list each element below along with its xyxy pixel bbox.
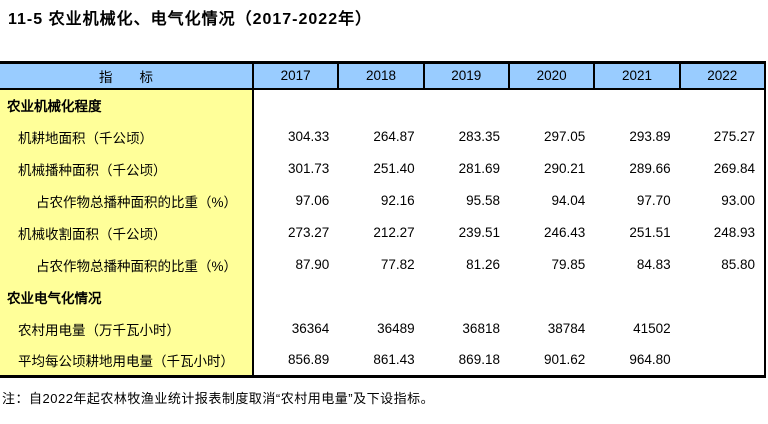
cell-value: 77.82 [380,257,415,272]
cell-value: 79.85 [551,257,586,272]
row-label: 占农作物总播种面积的比重（%） [0,248,254,281]
year-column-header: 2018 [337,62,425,90]
table-row: 机械收割面积（千公顷） 273.27 212.27 239.51 246.43 … [0,216,765,249]
indicator-column-header: 指 标 [0,62,254,90]
cell-value: 251.40 [373,161,415,176]
cell-value: 297.05 [544,129,586,144]
year-column-header: 2021 [593,62,681,90]
cell-value [424,89,509,121]
cell-value: 95.58 [466,193,500,208]
cell-value [509,281,594,313]
cell-value: 289.66 [629,161,671,176]
cell-value: 275.27 [713,129,755,144]
cell-value: 856.89 [288,352,330,368]
cell-value [680,89,765,121]
cell-value: 97.70 [636,193,671,208]
cell-value: 36364 [291,321,330,336]
row-label: 平均每公顷耕地用电量（千瓦小时） [0,344,254,377]
cell-value: 269.84 [713,161,755,176]
cell-value: 248.93 [713,225,755,240]
cell-value: 293.89 [629,129,671,144]
cell-value: 84.83 [636,257,671,272]
cell-value [680,313,765,345]
cell-value [338,281,423,313]
cell-value: 81.26 [466,257,500,272]
cell-value: 281.69 [458,161,500,176]
table-row: 农业电气化情况 [0,280,765,313]
cell-value: 36489 [377,321,415,336]
table-row: 占农作物总播种面积的比重（%） 97.06 92.16 95.58 94.04 … [0,184,765,217]
cell-value: 92.16 [380,193,415,208]
cell-value: 964.80 [629,352,671,368]
cell-value: 251.51 [629,225,671,240]
cell-value: 283.35 [458,129,500,144]
row-label: 农业机械化程度 [0,88,254,121]
cell-value: 85.80 [721,257,755,272]
cell-value: 212.27 [373,225,415,240]
row-label: 机耕地面积（千公顷） [0,120,254,153]
row-label: 占农作物总播种面积的比重（%） [0,184,254,217]
page: 11-5 农业机械化、电气化情况（2017-2022年） 指 标 2017 20… [0,10,768,407]
table-row: 占农作物总播种面积的比重（%） 87.90 77.82 81.26 79.85 … [0,248,765,281]
cell-value: 290.21 [544,161,586,176]
year-column-header: 2019 [422,62,510,90]
cell-value: 36818 [462,321,500,336]
row-label: 农业电气化情况 [0,280,254,313]
cell-value [253,89,338,121]
cell-value [424,281,509,313]
table-row: 机耕地面积（千公顷） 304.33 264.87 283.35 297.05 2… [0,120,765,153]
cell-value [594,89,679,121]
cell-value: 94.04 [551,193,586,208]
cell-value: 273.27 [288,225,330,240]
cell-value: 246.43 [544,225,586,240]
year-column-header: 2020 [507,62,596,90]
cell-value [594,281,679,313]
row-label: 机械收割面积（千公顷） [0,216,254,249]
cell-value: 87.90 [295,257,330,272]
table-row: 农村用电量（万千瓦小时） 36364 36489 36818 38784 415… [0,312,765,345]
cell-value [680,345,765,377]
cell-value: 97.06 [295,193,330,208]
cell-value: 901.62 [544,352,586,368]
cell-value: 93.00 [721,193,755,208]
cell-value [509,89,594,121]
cell-value: 869.18 [458,352,500,368]
cell-value: 301.73 [288,161,330,176]
row-label: 农村用电量（万千瓦小时） [0,312,254,345]
page-title: 11-5 农业机械化、电气化情况（2017-2022年） [8,11,373,28]
year-column-header: 2017 [251,62,340,90]
table-row: 机械播种面积（千公顷） 301.73 251.40 281.69 290.21 … [0,152,765,185]
year-column-header: 2022 [678,62,767,90]
table-header-row: 指 标 2017 2018 2019 2020 2021 2022 [0,62,767,90]
cell-value: 239.51 [458,225,500,240]
footnote: 注：自2022年起农林牧渔业统计报表制度取消“农村用电量”及下设指标。 [2,391,435,406]
cell-value: 264.87 [373,129,415,144]
statistics-table: 指 标 2017 2018 2019 2020 2021 2022 农业机械化程… [0,61,767,378]
cell-value: 38784 [547,321,586,336]
cell-value [338,89,423,121]
cell-value [680,281,765,313]
cell-value [253,281,338,313]
cell-value: 861.43 [373,352,415,368]
table-row: 平均每公顷耕地用电量（千瓦小时） 856.89 861.43 869.18 90… [0,344,765,377]
cell-value: 41502 [633,321,671,336]
cell-value: 304.33 [288,129,330,144]
table-row: 农业机械化程度 [0,88,765,121]
row-label: 机械播种面积（千公顷） [0,152,254,185]
